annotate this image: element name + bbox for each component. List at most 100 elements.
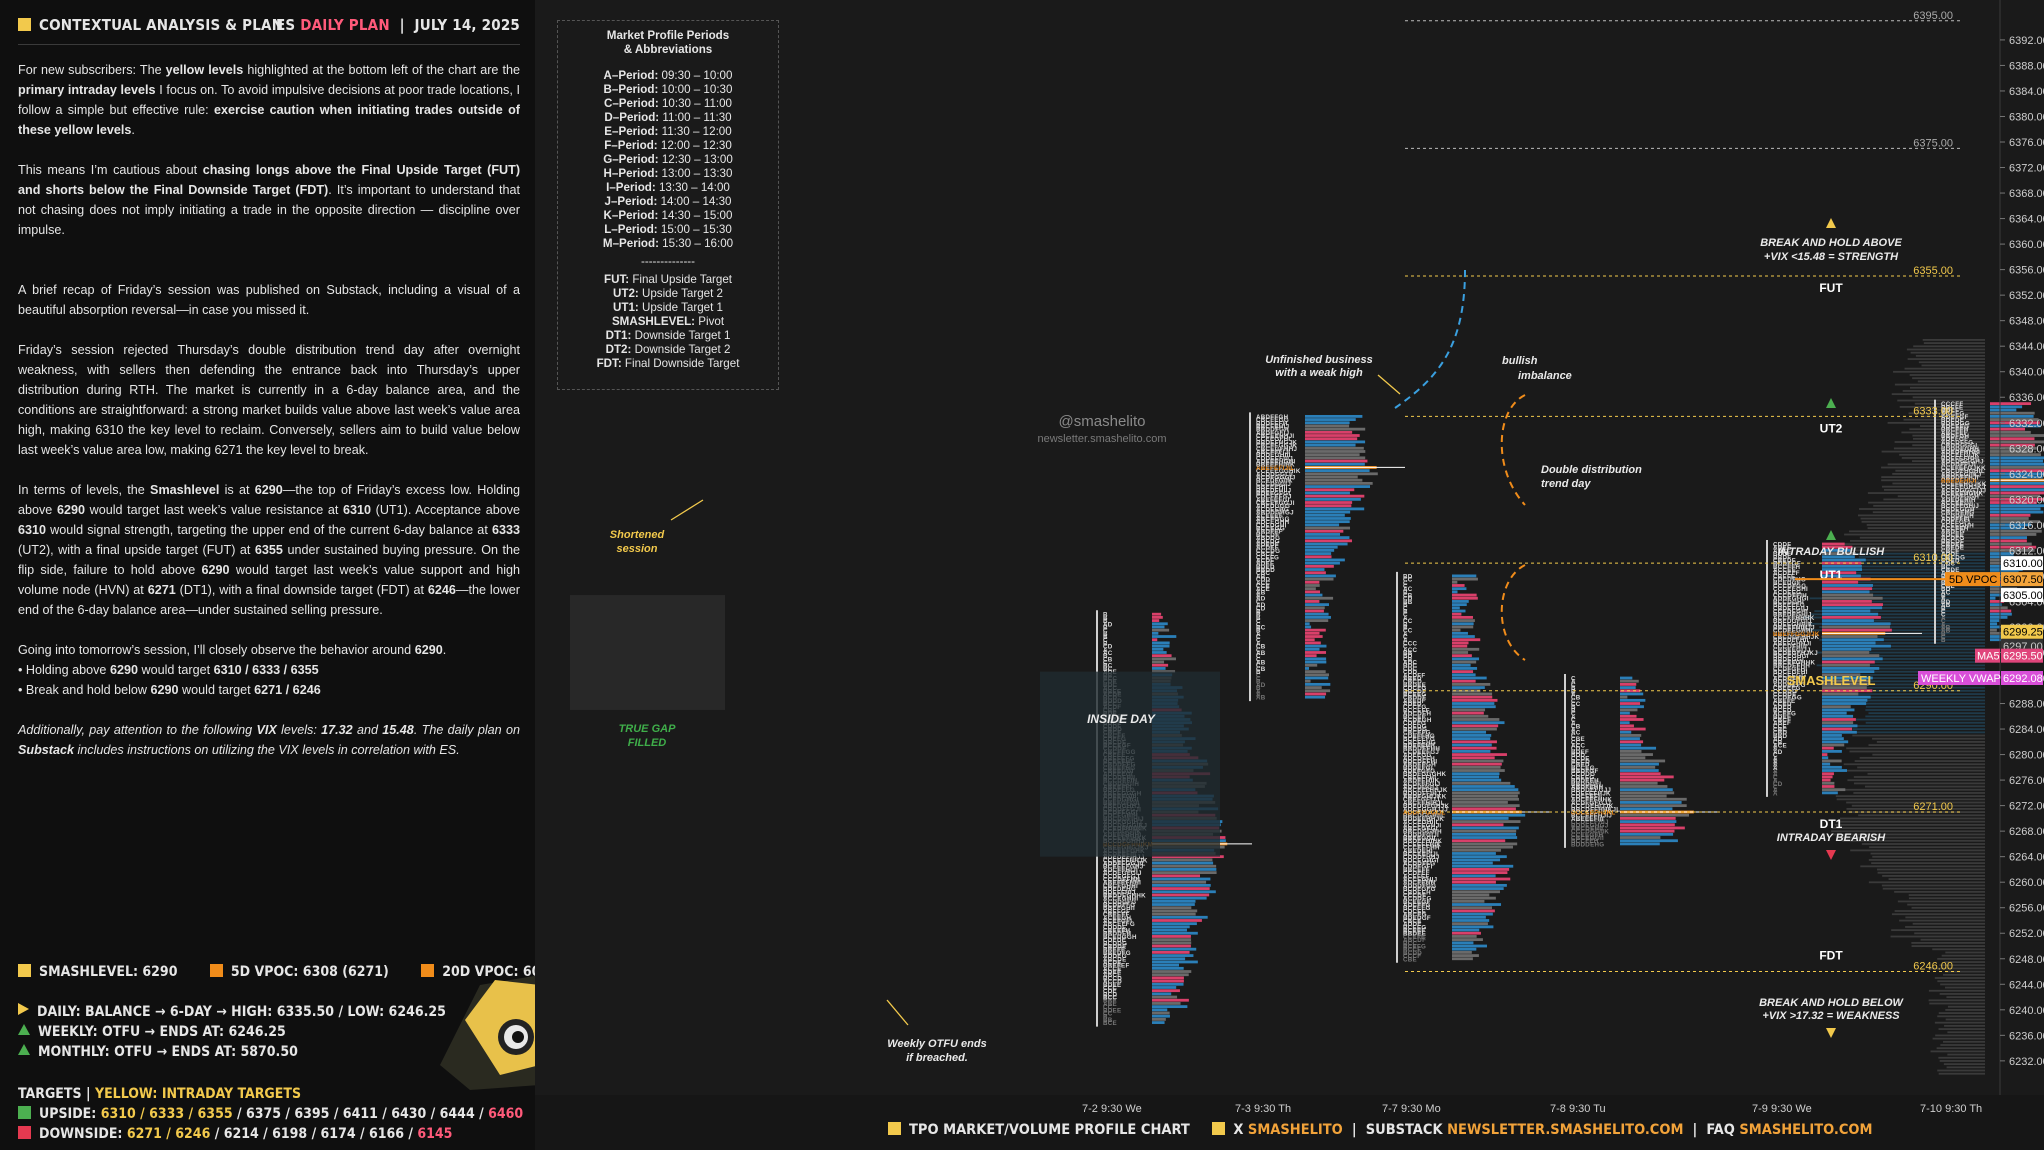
volume-bar xyxy=(1305,638,1315,642)
volume-bar xyxy=(1305,635,1323,638)
volume-bar xyxy=(1452,842,1518,846)
y-tick-label: 6232.00 xyxy=(2009,1056,2044,1068)
tpo-letters: CCEFG xyxy=(1256,554,1279,561)
composite-volume-bar xyxy=(1914,402,1985,405)
legend-period: H–Period: 13:00 – 13:30 xyxy=(603,167,733,180)
tpo-letters: C xyxy=(1773,774,1778,781)
tpo-letters: BBDEE xyxy=(1403,682,1426,689)
tpo-letters: CCEEFFHHJK xyxy=(1103,857,1148,864)
tpo-letters: ADCEEG xyxy=(1941,423,1969,430)
volume-bar xyxy=(1152,644,1170,648)
tpo-letters: CCC xyxy=(1103,985,1118,992)
volume-bar xyxy=(1822,746,1834,750)
volume-bar xyxy=(1152,1017,1166,1021)
tpo-letters: ADDEGHGI xyxy=(1773,596,1809,603)
volume-bar xyxy=(1452,941,1474,945)
tpo-chart[interactable]: BCEBBBCCBDEECCABEBBEBCCBCDCDECCCBDEEACCD… xyxy=(535,0,2044,1120)
composite-volume-bar xyxy=(1833,552,1985,555)
footer: TPO MARKET/VOLUME PROFILE CHART X SMASHE… xyxy=(888,1122,2044,1144)
volume-bar xyxy=(1822,555,1855,559)
volume-bar xyxy=(1620,756,1646,760)
composite-volume-bar xyxy=(1836,798,1985,801)
composite-volume-bar xyxy=(1872,855,1985,858)
tpo-letters: BCEEGF xyxy=(1403,899,1431,906)
tpo-letters: CCE xyxy=(1256,583,1270,590)
composite-volume-bar xyxy=(1832,827,1985,829)
y-tick-label: 6348.00 xyxy=(2009,316,2044,328)
composite-volume-bar xyxy=(1823,619,1985,622)
volume-bar xyxy=(1305,475,1358,479)
composite-volume-bar xyxy=(1943,973,1985,976)
tpo-letters: CBCE xyxy=(1256,551,1275,558)
volume-bar xyxy=(1452,676,1487,680)
composite-volume-bar xyxy=(1921,364,1985,367)
footer-handle[interactable]: SMASHELITO xyxy=(1247,1122,1343,1138)
tpo-letters: CCCDFGG xyxy=(1773,583,1806,590)
level-name-label: SMASHLEVEL xyxy=(1787,673,1876,688)
y-tick-label: 6340.00 xyxy=(2009,367,2044,379)
tpo-letters: CD xyxy=(1571,746,1581,753)
volume-bar xyxy=(1305,450,1366,453)
volume-bar xyxy=(1305,580,1320,584)
legend-abbr: SMASHLEVEL: Pivot xyxy=(611,315,725,328)
tpo-letters: CCCDF xyxy=(1403,892,1426,899)
footer-site-link[interactable]: NEWSLETTER.SMASHELITO.COM xyxy=(1447,1122,1684,1138)
volume-bar xyxy=(1452,714,1489,718)
composite-volume-bar xyxy=(1868,859,1985,861)
tpo-letters: BDED xyxy=(1256,564,1275,571)
volume-bar xyxy=(1452,762,1502,766)
composite-volume-bar xyxy=(1938,1012,1985,1014)
tpo-letters: ABCFGGG xyxy=(1256,516,1290,523)
volume-bar xyxy=(1452,702,1495,705)
volume-bar xyxy=(1305,651,1327,654)
footer-faq-link[interactable]: SMASHELITO.COM xyxy=(1739,1122,1873,1138)
composite-volume-bar xyxy=(1935,1034,1985,1037)
volume-bar xyxy=(1620,689,1641,693)
volume-bar xyxy=(1305,593,1323,597)
tpo-letters: B xyxy=(1571,707,1576,714)
tpo-letters: ABDEG xyxy=(1941,529,1965,536)
legend-period: A–Period: 09:30 – 10:00 xyxy=(603,69,733,82)
level-lines: 6395.00 6375.00 6355.00 FUT 6333.00 UT2 6310.0… xyxy=(1405,10,1960,973)
tpo-letters: CDC xyxy=(1403,666,1418,673)
tpo-letters: CCCFG xyxy=(1403,704,1427,711)
y-tick-label: 6252.00 xyxy=(2009,928,2044,940)
tpo-letters: ABCFFFHHJK xyxy=(1403,787,1448,794)
trend-day-label: trend day xyxy=(1541,478,1591,490)
tpo-letters: ACDE xyxy=(1103,959,1122,966)
volume-bar xyxy=(1620,714,1637,718)
volume-bar xyxy=(1152,654,1172,658)
volume-bar xyxy=(1452,855,1507,859)
volume-bar xyxy=(1452,698,1498,702)
composite-volume-bar xyxy=(1891,393,1985,396)
volume-bar xyxy=(1152,903,1195,906)
tpo-letters: AB xyxy=(1941,624,1951,631)
tpo-letters: CCCEEFHH xyxy=(1403,845,1440,852)
tpo-letters: BDDDEGHH xyxy=(1941,446,1979,453)
volume-bar xyxy=(1822,580,1859,584)
tpo-letters: B xyxy=(1571,704,1576,711)
tpo-letters: BCCEFFHJIJ xyxy=(1571,813,1612,820)
volume-bar xyxy=(1990,491,2044,495)
y-tick-label: 6256.00 xyxy=(2009,903,2044,915)
tpo-letters: ACC xyxy=(1403,647,1418,654)
volume-bar xyxy=(1152,615,1163,619)
volume-bar xyxy=(1452,743,1492,747)
tpo-letters: CCDDFGGH xyxy=(1941,494,1979,501)
y-tick-label: 6360.00 xyxy=(2009,239,2044,251)
tpo-letters: BCCFFH xyxy=(1773,564,1800,571)
tpo-letters: BCEEG xyxy=(1403,691,1427,698)
tpo-letters: ACE xyxy=(1773,743,1787,750)
composite-volume-bar xyxy=(1839,670,1985,673)
tpo-letters: ABDDGHGJ xyxy=(1256,510,1294,517)
tpo-letters: BBCDF xyxy=(1941,538,1964,545)
volume-bar xyxy=(1822,734,1842,737)
composite-volume-bar xyxy=(1867,492,1985,494)
composite-volume-bar xyxy=(1831,830,1985,833)
composite-volume-bar xyxy=(1865,715,1985,718)
tpo-letters: BBEDFHIIJ xyxy=(1256,487,1292,494)
volume-bar xyxy=(1990,405,2023,409)
tpo-letters: A xyxy=(1773,758,1778,765)
tpo-letters: ABEDEHI xyxy=(1403,848,1433,855)
volume-bar xyxy=(1822,548,1851,552)
